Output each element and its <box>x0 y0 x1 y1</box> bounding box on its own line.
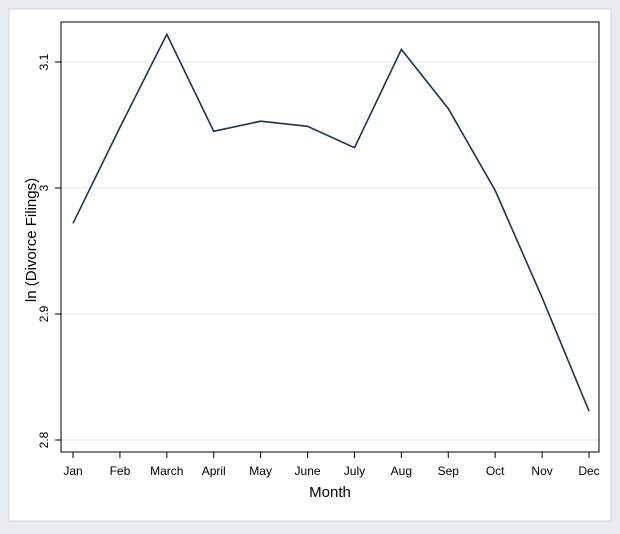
x-tick-label: Dec <box>578 464 599 478</box>
x-tick-label: Sep <box>438 464 460 478</box>
y-tick-label: 3 <box>37 184 51 191</box>
x-tick-label: April <box>202 464 226 478</box>
x-tick-label: July <box>344 464 365 478</box>
x-tick-label: Nov <box>531 464 552 478</box>
x-axis-title: Month <box>309 484 351 501</box>
y-tick-label: 2.8 <box>37 431 51 448</box>
y-axis-title: ln (Divorce Filings) <box>23 178 40 302</box>
x-axis: Jan Feb March April May June July Aug Sep Oct Nov D… <box>63 452 600 478</box>
series-group <box>72 32 590 412</box>
x-tick-label: March <box>150 464 183 478</box>
series-line <box>72 32 590 412</box>
y-tick-label: 2.9 <box>37 305 51 322</box>
x-tick-label: Oct <box>486 464 505 478</box>
y-axis: 2.8 2.9 3 3.1 <box>37 53 61 448</box>
plot-area-border <box>60 21 600 453</box>
x-tick-label: June <box>295 464 321 478</box>
x-tick-label: Feb <box>110 464 131 478</box>
x-tick-label: May <box>249 464 272 478</box>
outer-panel <box>8 8 612 522</box>
gridlines <box>61 61 599 441</box>
x-tick-label: Jan <box>63 464 82 478</box>
y-tick-label: 3.1 <box>37 53 51 70</box>
x-tick-label: Aug <box>391 464 412 478</box>
